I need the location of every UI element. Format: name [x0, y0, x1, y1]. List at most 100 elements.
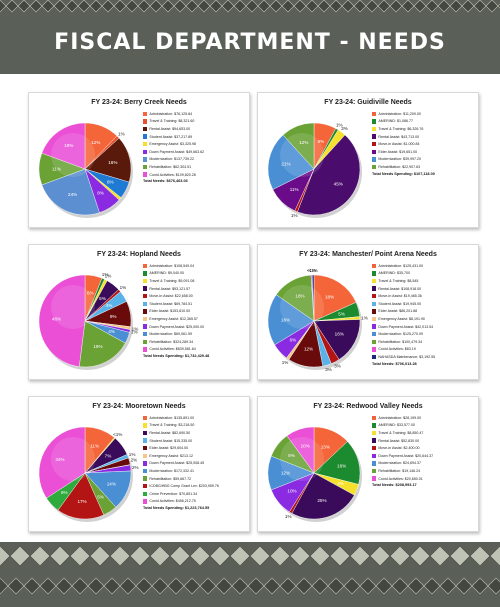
legend-label: AMERIND: $33,577.00 [378, 423, 415, 428]
legend-item: AMERIND: $9,040.00 [143, 270, 247, 278]
legend-swatch [372, 301, 377, 306]
legend-swatch [372, 324, 377, 329]
slice-label: <1% [113, 432, 122, 437]
legend-item: ICDBG/HBG Comp Grant Lev: $203,959.76 [143, 482, 247, 490]
legend-swatch [143, 461, 148, 466]
diamond-decoration [197, 0, 211, 13]
slice-label: 6% [107, 180, 114, 185]
slice-label: 17% [77, 499, 86, 504]
legend-item: Administration: $28,199.00 [372, 414, 476, 422]
diamond-decoration [215, 577, 233, 595]
legend-swatch [372, 453, 377, 458]
diamond-decoration [23, 577, 41, 595]
diamond-decoration [365, 0, 379, 13]
legend-item: Travel & Training: $3,218.50 [143, 422, 247, 430]
pie-slice [267, 294, 315, 346]
diamond-decoration [375, 577, 393, 595]
legend-item: Emergency Assist: $213.12 [143, 452, 247, 460]
slice-label: 2% [131, 458, 138, 463]
legend-label: Move-in Assist: $2,400.00 [378, 446, 420, 451]
diamond-decoration [65, 0, 79, 13]
slice-label: 8% [318, 139, 325, 144]
pie-slice [267, 134, 315, 190]
diamond-decoration [229, 545, 251, 567]
diamond-decoration [295, 577, 313, 595]
legend-label: Administration: $28,199.00 [378, 415, 422, 420]
legend-item: Rental Assist: $108,918.00 [372, 285, 476, 293]
chart-title: FY 23-24: Berry Creek Needs [91, 99, 187, 106]
diamond-decoration [359, 577, 377, 595]
legend-item: Rental Assist: $43,713.00 [372, 133, 476, 141]
legend-item: Rental Assist: $94,653.00 [143, 125, 247, 133]
diamond-decoration [199, 577, 217, 595]
diamond-decoration [125, 0, 139, 13]
legend-label: Conid Activities: $456,212.75 [149, 499, 196, 504]
legend-label: Emergency Assist: $3,325.98 [149, 142, 196, 147]
legend-item: Crime Prevention: $70,851.34 [143, 490, 247, 498]
legend-item: Student Assist: $19,945.00 [372, 300, 476, 308]
diamond-decoration [39, 577, 57, 595]
legend-label: Modernization: $39,997.20 [378, 157, 421, 162]
legend-item: Rental Assist: $52,830.00 [372, 437, 476, 445]
slice-label: 18% [325, 295, 334, 300]
diamond-decoration [423, 577, 441, 595]
legend-label: Down Payment Assist: $25,000.00 [149, 324, 205, 329]
legend-swatch [143, 468, 148, 474]
legend-label: Down Payment Assist: $25,008.45 [149, 461, 205, 466]
legend-item: Travel & Training: $8,545 [372, 277, 476, 285]
diamond-pattern-bottom [0, 545, 500, 595]
legend-swatch [372, 271, 377, 276]
legend-swatch [143, 491, 148, 496]
legend-label: AMERIND: $9,040.00 [149, 271, 184, 276]
diamond-decoration [69, 545, 91, 567]
slice-label: 4% [108, 329, 115, 334]
chart-legend: Administration: $28,199.00 AMERIND: $33,5… [372, 414, 476, 487]
legend-swatch [143, 172, 148, 177]
legend-label: Conid Activities: $20,650.01 [378, 476, 423, 481]
diamond-decoration [29, 0, 43, 13]
legend-swatch [143, 415, 148, 420]
legend-item: Modernization: $24,694.37 [372, 460, 476, 468]
legend-item: Administration: $76,125.84 [143, 110, 247, 118]
diamond-decoration [279, 577, 297, 595]
diamond-decoration [471, 577, 489, 595]
legend-label: Move-in Assist: $1,000.84 [378, 142, 420, 147]
diamond-pattern-top [0, 0, 500, 13]
diamond-decoration [329, 545, 351, 567]
slice-label: 1% [361, 315, 368, 320]
diamond-decoration [129, 545, 151, 567]
diamond-decoration [109, 545, 131, 567]
legend-item: Administration: $11,209.00 [372, 110, 476, 118]
legend-swatch [372, 141, 377, 147]
legend-item: Travel & Training: $8,850.47 [372, 429, 476, 437]
legend-label: Administration: $11,209.00 [378, 111, 421, 116]
legend-swatch [372, 438, 377, 443]
chart-legend: Administration: $11,209.00 AMERIND: $1,08… [372, 110, 476, 176]
legend-label: Travel & Training: $3,218.50 [149, 423, 195, 428]
pie-slice [84, 137, 132, 183]
legend-item: AMERIND: $35,700 [372, 270, 476, 278]
diamond-decoration [17, 0, 31, 13]
slice-label: 12% [304, 346, 313, 351]
chart-title: FY 23-24: Manchester/ Point Arena Needs [299, 251, 437, 258]
legend-swatch [143, 271, 148, 276]
slice-label: 1% [131, 330, 138, 335]
diamond-decoration [269, 545, 291, 567]
diamond-decoration [263, 577, 281, 595]
legend-swatch [372, 468, 377, 474]
legend-item: Rental Assist: $93,121.57 [143, 285, 247, 293]
legend-swatch [372, 423, 377, 428]
pie-slice [313, 274, 357, 322]
legend-swatch [143, 331, 148, 337]
slice-label: 16% [335, 332, 344, 337]
slice-label: 11% [290, 187, 299, 192]
diamond-decoration [169, 545, 191, 567]
legend-item: Down Payment Assist: $25,000.00 [143, 323, 247, 331]
legend-swatch [372, 149, 377, 154]
diamond-decoration [209, 0, 223, 13]
legend-label: Travel & Training: $6,326.76 [378, 126, 424, 131]
legend-item: Conid Activities: $839,581.64 [143, 346, 247, 354]
legend-swatch [372, 415, 377, 420]
footer-band [0, 542, 500, 607]
legend-swatch [372, 354, 377, 360]
